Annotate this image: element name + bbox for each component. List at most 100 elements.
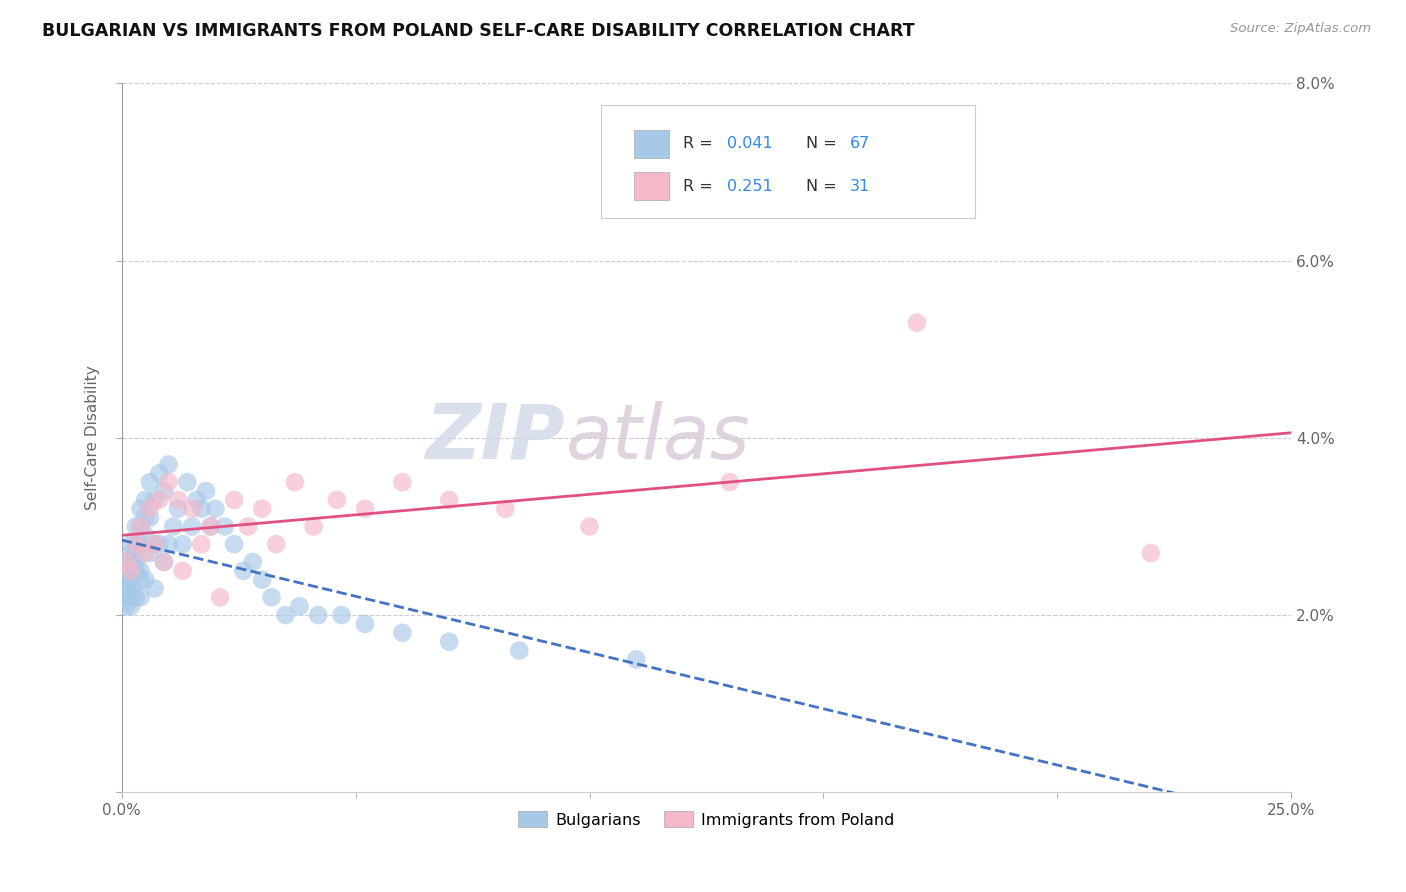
Point — [120, 564, 142, 578]
Point — [134, 528, 156, 542]
Text: R =: R = — [683, 178, 718, 194]
Point — [260, 591, 283, 605]
Point — [134, 510, 156, 524]
Point — [129, 519, 152, 533]
Point — [115, 573, 138, 587]
Point — [125, 564, 148, 578]
Text: 67: 67 — [851, 136, 870, 151]
Point — [250, 573, 273, 587]
Point — [129, 573, 152, 587]
Point — [391, 475, 413, 490]
Text: BULGARIAN VS IMMIGRANTS FROM POLAND SELF-CARE DISABILITY CORRELATION CHART: BULGARIAN VS IMMIGRANTS FROM POLAND SELF… — [42, 22, 915, 40]
Text: 0.251: 0.251 — [727, 178, 773, 194]
Point — [143, 492, 166, 507]
Point — [134, 546, 156, 560]
Point — [354, 501, 377, 516]
Point — [204, 501, 226, 516]
Bar — [634, 129, 669, 158]
Point — [264, 537, 287, 551]
Point — [167, 501, 190, 516]
Point — [242, 555, 264, 569]
Point — [330, 608, 353, 623]
Text: 0.041: 0.041 — [727, 136, 773, 151]
Text: R =: R = — [683, 136, 718, 151]
Point — [134, 573, 156, 587]
Point — [222, 492, 245, 507]
Point — [157, 475, 180, 490]
Point — [153, 483, 176, 498]
Y-axis label: Self-Care Disability: Self-Care Disability — [86, 366, 100, 510]
Point — [222, 537, 245, 551]
Point — [186, 492, 208, 507]
Point — [120, 582, 142, 596]
Point — [172, 564, 194, 578]
Point — [125, 555, 148, 569]
Point — [190, 501, 212, 516]
Point — [143, 537, 166, 551]
Point — [148, 537, 170, 551]
Point — [134, 492, 156, 507]
Point — [274, 608, 297, 623]
Point — [181, 501, 204, 516]
Point — [125, 537, 148, 551]
Point — [209, 591, 232, 605]
Point — [391, 625, 413, 640]
Point — [905, 316, 928, 330]
FancyBboxPatch shape — [602, 104, 976, 219]
Point — [284, 475, 307, 490]
Point — [578, 519, 600, 533]
Point — [326, 492, 349, 507]
Point — [172, 537, 194, 551]
Point — [200, 519, 222, 533]
Point — [120, 591, 142, 605]
Point — [157, 537, 180, 551]
Point — [195, 483, 218, 498]
Text: N =: N = — [806, 178, 842, 194]
Point — [236, 519, 259, 533]
Point — [302, 519, 325, 533]
Point — [626, 652, 648, 666]
Point — [125, 591, 148, 605]
Point — [148, 492, 170, 507]
Point — [307, 608, 329, 623]
Legend: Bulgarians, Immigrants from Poland: Bulgarians, Immigrants from Poland — [512, 805, 901, 834]
Bar — [634, 172, 669, 201]
Point — [494, 501, 516, 516]
Point — [143, 582, 166, 596]
Point — [120, 599, 142, 614]
Text: 31: 31 — [851, 178, 870, 194]
Point — [120, 537, 142, 551]
Text: ZIP: ZIP — [426, 401, 567, 475]
Point — [437, 492, 460, 507]
Point — [288, 599, 311, 614]
Point — [139, 501, 162, 516]
Point — [200, 519, 222, 533]
Point — [232, 564, 254, 578]
Point — [153, 555, 176, 569]
Point — [1139, 546, 1161, 560]
Point — [120, 555, 142, 569]
Point — [153, 555, 176, 569]
Text: N =: N = — [806, 136, 842, 151]
Point — [354, 616, 377, 631]
Point — [176, 475, 198, 490]
Point — [143, 537, 166, 551]
Point — [162, 519, 184, 533]
Point — [129, 564, 152, 578]
Point — [181, 519, 204, 533]
Point — [120, 546, 142, 560]
Point — [167, 492, 190, 507]
Point — [115, 564, 138, 578]
Point — [139, 546, 162, 560]
Point — [139, 475, 162, 490]
Point — [120, 564, 142, 578]
Point — [508, 643, 530, 657]
Point — [129, 519, 152, 533]
Point — [129, 537, 152, 551]
Point — [250, 501, 273, 516]
Text: atlas: atlas — [567, 401, 751, 475]
Point — [437, 634, 460, 648]
Point — [148, 467, 170, 481]
Point — [115, 555, 138, 569]
Point — [129, 501, 152, 516]
